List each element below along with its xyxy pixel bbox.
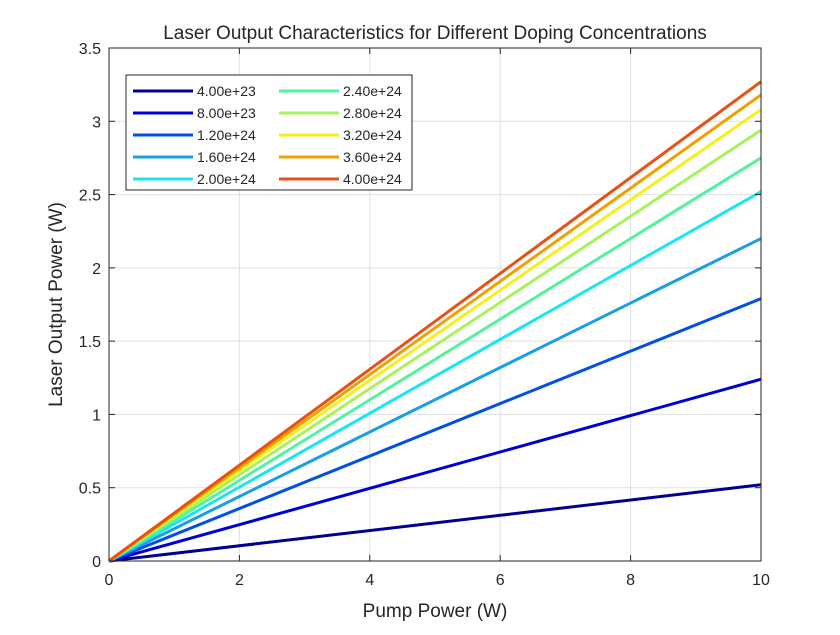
y-tick-label: 3 [92, 114, 101, 131]
y-tick-label: 1 [92, 407, 101, 424]
y-tick-label: 1.5 [79, 334, 101, 351]
x-tick-label: 0 [105, 572, 114, 589]
series-line-1 [108, 483, 762, 563]
legend: 4.00e+23 8.00e+23 1.20e+24 1.60e+24 2.00e+24… [125, 74, 413, 191]
x-tick-label: 10 [752, 572, 770, 589]
legend-label-5: 2.00e+24 [197, 171, 256, 187]
x-tick-label: 8 [626, 572, 635, 589]
series-line-2 [108, 377, 762, 563]
legend-label-4: 1.60e+24 [197, 149, 256, 165]
y-tick-label: 0.5 [79, 481, 101, 498]
chart-title: Laser Output Characteristics for Differe… [163, 23, 707, 44]
x-tick-label: 2 [235, 572, 244, 589]
x-tick-label: 6 [496, 572, 505, 589]
y-axis-label: Laser Output Power (W) [46, 202, 67, 407]
series-line-10 [108, 80, 762, 563]
legend-label-8: 3.20e+24 [343, 127, 402, 143]
series-line-9 [108, 93, 762, 563]
series-line-6 [108, 156, 762, 563]
series-line-5 [108, 190, 762, 563]
y-tick-label: 3.5 [79, 41, 101, 58]
legend-label-1: 4.00e+23 [197, 83, 256, 99]
plot-frame [108, 47, 762, 562]
series-line-3 [108, 297, 762, 563]
y-tick-label: 2 [92, 261, 101, 278]
series-line-8 [108, 108, 762, 563]
legend-label-9: 3.60e+24 [343, 149, 402, 165]
x-tick-label: 4 [365, 572, 374, 589]
legend-label-10: 4.00e+24 [343, 171, 402, 187]
legend-label-6: 2.40e+24 [343, 83, 402, 99]
x-axis-label: Pump Power (W) [363, 601, 508, 622]
series-lines [108, 80, 762, 563]
legend-label-3: 1.20e+24 [197, 127, 256, 143]
legend-label-2: 8.00e+23 [197, 105, 256, 121]
legend-label-7: 2.80e+24 [343, 105, 402, 121]
y-tick-label: 2.5 [79, 188, 101, 205]
legend-items: 4.00e+23 8.00e+23 1.20e+24 1.60e+24 2.00e+24… [133, 83, 402, 187]
series-line-7 [108, 128, 762, 563]
axis-ticks: 0 2 4 6 8 10 0 0.5 1 1.5 2 2.5 3 3.5 [79, 41, 770, 589]
y-tick-label: 0 [92, 554, 101, 571]
series-line-4 [108, 237, 762, 563]
legend-box [125, 74, 413, 191]
